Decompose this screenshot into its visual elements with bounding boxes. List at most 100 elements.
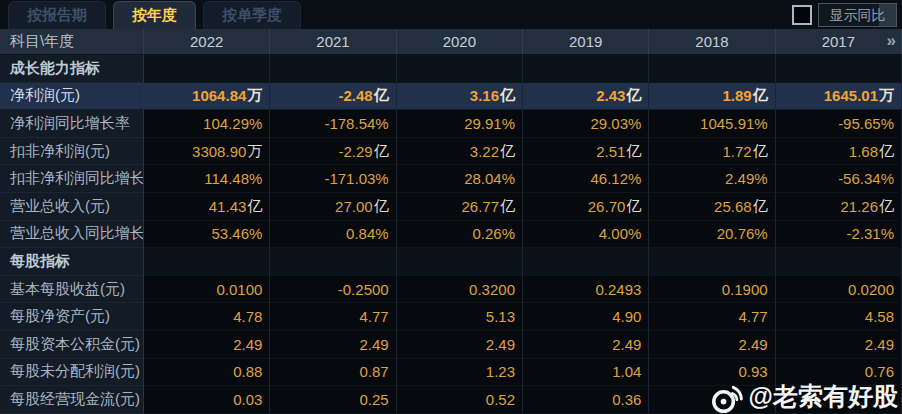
data-cell	[270, 248, 396, 276]
row-label: 净利润(元)	[0, 83, 144, 111]
data-cell: 0.25	[270, 386, 396, 414]
more-columns-icon[interactable]: »	[887, 31, 894, 51]
show-yoy-button[interactable]: 显示同比	[818, 3, 897, 27]
data-cell: 0.0100	[144, 276, 270, 304]
data-cell: 1.04	[523, 359, 649, 387]
table-row[interactable]: 每股资本公积金(元)2.492.492.492.492.492.49	[0, 331, 902, 359]
data-cell: 2.49	[523, 331, 649, 359]
row-label: 每股经营现金流(元)	[0, 386, 144, 414]
data-cell: 2.49	[270, 331, 396, 359]
data-cell: 1045.91%	[649, 110, 775, 138]
data-cell: 5.13	[397, 303, 523, 331]
data-cell: 4.58	[776, 303, 902, 331]
data-cell	[270, 55, 396, 83]
data-cell: 0.36	[523, 386, 649, 414]
data-cell: 2.49	[649, 331, 775, 359]
table-row[interactable]: 扣非净利润同比增长率114.48%-171.03%28.04%46.12%2.4…	[0, 165, 902, 193]
section-row: 成长能力指标	[0, 55, 902, 83]
data-cell: 2.43亿	[523, 83, 649, 111]
data-cell: 26.77亿	[397, 193, 523, 221]
data-cell: 3.22亿	[397, 138, 523, 166]
year-header-2019: 2019	[523, 29, 649, 55]
data-cell: -2.31%	[776, 221, 902, 249]
row-label: 基本每股收益(元)	[0, 276, 144, 304]
tab-by-quarter[interactable]: 按单季度	[203, 1, 301, 29]
data-cell	[144, 248, 270, 276]
year-header-2021: 2021	[270, 29, 396, 55]
row-label: 每股未分配利润(元)	[0, 359, 144, 387]
data-cell: 25.68亿	[649, 193, 775, 221]
data-cell	[397, 248, 523, 276]
data-cell: 46.12%	[523, 165, 649, 193]
year-header-2020: 2020	[397, 29, 523, 55]
table-body: 成长能力指标净利润(元)1064.84万-2.48亿3.16亿2.43亿1.89…	[0, 55, 902, 414]
row-label: 净利润同比增长率	[0, 110, 144, 138]
row-label: 每股指标	[0, 248, 144, 276]
data-cell: 0.93	[649, 359, 775, 387]
data-cell: 53.46%	[144, 221, 270, 249]
table-row[interactable]: 营业总收入(元)41.43亿27.00亿26.77亿26.70亿25.68亿21…	[0, 193, 902, 221]
data-cell: 4.90	[523, 303, 649, 331]
data-cell: 114.48%	[144, 165, 270, 193]
show-yoy-checkbox[interactable]	[792, 5, 812, 25]
data-cell: 0.76	[776, 359, 902, 387]
data-cell: 2.49%	[649, 165, 775, 193]
data-cell	[649, 386, 775, 414]
row-label: 每股净资产(元)	[0, 303, 144, 331]
year-header-2018: 2018	[649, 29, 775, 55]
data-cell	[776, 248, 902, 276]
corner-header-cell: 科目\年度	[0, 29, 144, 55]
financial-table: 科目\年度 202220212020201920182017» 成长能力指标净利…	[0, 29, 902, 414]
data-cell: 0.03	[144, 386, 270, 414]
table-row[interactable]: 每股经营现金流(元)0.030.250.520.36	[0, 386, 902, 414]
data-cell: 2.49	[144, 331, 270, 359]
data-cell: -2.29亿	[270, 138, 396, 166]
data-cell: 29.03%	[523, 110, 649, 138]
data-cell: 1.68亿	[776, 138, 902, 166]
data-cell: 1.89亿	[649, 83, 775, 111]
data-cell: 1.72亿	[649, 138, 775, 166]
table-row[interactable]: 基本每股收益(元)0.0100-0.25000.32000.24930.1900…	[0, 276, 902, 304]
table-row[interactable]: 净利润(元)1064.84万-2.48亿3.16亿2.43亿1.89亿1645.…	[0, 83, 902, 111]
data-cell: -178.54%	[270, 110, 396, 138]
data-cell: 28.04%	[397, 165, 523, 193]
data-cell: 29.91%	[397, 110, 523, 138]
data-cell: -2.48亿	[270, 83, 396, 111]
table-row[interactable]: 每股净资产(元)4.784.775.134.904.774.58	[0, 303, 902, 331]
table-row[interactable]: 每股未分配利润(元)0.880.871.231.040.930.76	[0, 359, 902, 387]
data-cell: 27.00亿	[270, 193, 396, 221]
table-row[interactable]: 营业总收入同比增长率53.46%0.84%0.26%4.00%20.76%-2.…	[0, 221, 902, 249]
data-cell: 2.49	[776, 331, 902, 359]
data-cell: 0.88	[144, 359, 270, 387]
data-cell: -56.34%	[776, 165, 902, 193]
data-cell	[144, 55, 270, 83]
row-label: 扣非净利润同比增长率	[0, 165, 144, 193]
data-cell: 4.00%	[523, 221, 649, 249]
row-label: 成长能力指标	[0, 55, 144, 83]
financial-data-panel: 按报告期按年度按单季度 显示同比 科目\年度 20222021202020192…	[0, 0, 902, 414]
data-cell: 21.26亿	[776, 193, 902, 221]
tab-by-year[interactable]: 按年度	[113, 1, 196, 29]
data-cell: 4.77	[270, 303, 396, 331]
data-cell: 0.2493	[523, 276, 649, 304]
year-header-2017: 2017»	[776, 29, 902, 55]
tab-by-report-period[interactable]: 按报告期	[8, 1, 106, 29]
data-cell: 20.76%	[649, 221, 775, 249]
data-cell: 3308.90万	[144, 138, 270, 166]
row-label: 扣非净利润(元)	[0, 138, 144, 166]
data-cell: 0.0200	[776, 276, 902, 304]
data-cell: 104.29%	[144, 110, 270, 138]
row-label: 营业总收入同比增长率	[0, 221, 144, 249]
data-cell: 1.23	[397, 359, 523, 387]
data-cell: 3.16亿	[397, 83, 523, 111]
data-cell: 4.78	[144, 303, 270, 331]
data-cell: 2.51亿	[523, 138, 649, 166]
row-label: 营业总收入(元)	[0, 193, 144, 221]
data-cell: -171.03%	[270, 165, 396, 193]
table-row[interactable]: 净利润同比增长率104.29%-178.54%29.91%29.03%1045.…	[0, 110, 902, 138]
data-cell: 0.1900	[649, 276, 775, 304]
data-cell: 0.87	[270, 359, 396, 387]
table-row[interactable]: 扣非净利润(元)3308.90万-2.29亿3.22亿2.51亿1.72亿1.6…	[0, 138, 902, 166]
data-cell: 2.49	[397, 331, 523, 359]
data-cell: 0.84%	[270, 221, 396, 249]
